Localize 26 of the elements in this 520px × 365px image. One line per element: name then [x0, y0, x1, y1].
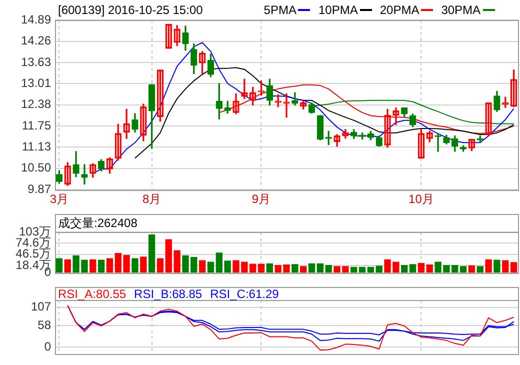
y-tick-label: 107 — [30, 300, 52, 314]
y-tick-label: 9.87 — [28, 182, 52, 196]
y-tick-label: 14.26 — [20, 34, 52, 48]
y-tick-label: 58 — [38, 318, 52, 332]
series-label: RSI_C:61.29 — [210, 287, 279, 301]
legend-label: 5PMA — [264, 3, 296, 17]
chart-title: [600139] 2016-10-25 15:00 — [58, 3, 203, 17]
chart-title: 成交量:262408 — [58, 216, 138, 230]
y-tick-label: 103万 — [18, 224, 51, 238]
y-tick-label: 13.01 — [20, 76, 52, 90]
y-tick-label: 11.13 — [22, 139, 52, 154]
y-tick-label: 14.89 — [20, 12, 52, 26]
legend-label: 10PMA — [318, 3, 358, 17]
y-tick-label: 13.63 — [20, 54, 52, 69]
series-label: RSI_A:80.55 — [58, 287, 126, 301]
y-tick-label: 0 — [44, 339, 52, 354]
x-tick-label: 10月 — [408, 192, 434, 206]
y-tick-label: 12.38 — [20, 97, 52, 112]
x-tick-label: 9月 — [252, 192, 271, 206]
y-tick-label: 11.75 — [22, 118, 52, 132]
series-label: RSI_B:68.85 — [134, 287, 202, 301]
x-tick-label: 3月 — [50, 192, 69, 206]
x-tick-label: 8月 — [142, 192, 162, 206]
legend-label: 20PMA — [380, 3, 420, 17]
legend-label: 30PMA — [441, 3, 481, 17]
y-tick-label: 10.50 — [20, 160, 52, 175]
